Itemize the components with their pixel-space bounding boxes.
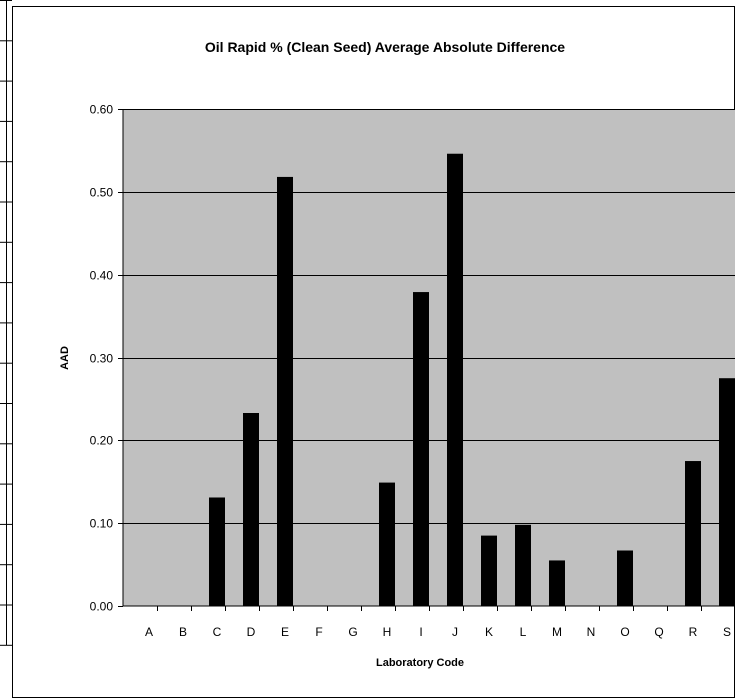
x-tick-label: R (689, 625, 698, 639)
bar (481, 535, 497, 606)
bar (617, 550, 633, 606)
left-table-edge (0, 0, 12, 646)
x-tick-label: O (620, 625, 629, 639)
bar (447, 153, 463, 607)
bar (379, 482, 395, 606)
x-tick-label: B (179, 625, 187, 639)
x-tick-label: F (315, 625, 322, 639)
y-tick-label: 0.20 (90, 434, 114, 448)
bar (515, 524, 531, 606)
y-tick-label: 0.40 (90, 269, 114, 283)
x-tick-label: G (348, 625, 357, 639)
x-tick-label: M (552, 625, 562, 639)
y-ticks: 0.00 0.10 0.20 0.30 0.40 0.50 0.60 (90, 103, 123, 614)
x-tick-label: I (419, 625, 422, 639)
y-tick-label: 0.60 (90, 103, 114, 117)
x-tick-label: H (383, 625, 392, 639)
x-tick-label: Q (654, 625, 663, 639)
x-tick-label: C (213, 625, 222, 639)
x-tick-label: K (485, 625, 493, 639)
y-tick-label: 0.50 (90, 186, 114, 200)
bar (243, 412, 259, 606)
x-tick-label: N (587, 625, 596, 639)
bar (209, 497, 225, 606)
x-tick-label: S (723, 625, 731, 639)
x-tick-label: E (281, 625, 289, 639)
x-tick-label: A (145, 625, 153, 639)
x-axis-title: Laboratory Code (376, 657, 464, 669)
bar (719, 378, 735, 606)
bar (413, 292, 429, 606)
x-tick-label: D (247, 625, 256, 639)
y-tick-label: 0.30 (90, 352, 114, 366)
y-tick-label: 0.10 (90, 517, 114, 531)
bar (277, 176, 293, 606)
chart-title: Oil Rapid % (Clean Seed) Average Absolut… (205, 39, 565, 55)
bars (209, 153, 735, 607)
bar (549, 560, 565, 606)
bar (685, 461, 701, 606)
x-tick-label: J (452, 625, 458, 639)
x-tick-label: L (520, 625, 527, 639)
y-tick-label: 0.00 (90, 600, 114, 614)
y-axis-title: AAD (59, 346, 71, 370)
